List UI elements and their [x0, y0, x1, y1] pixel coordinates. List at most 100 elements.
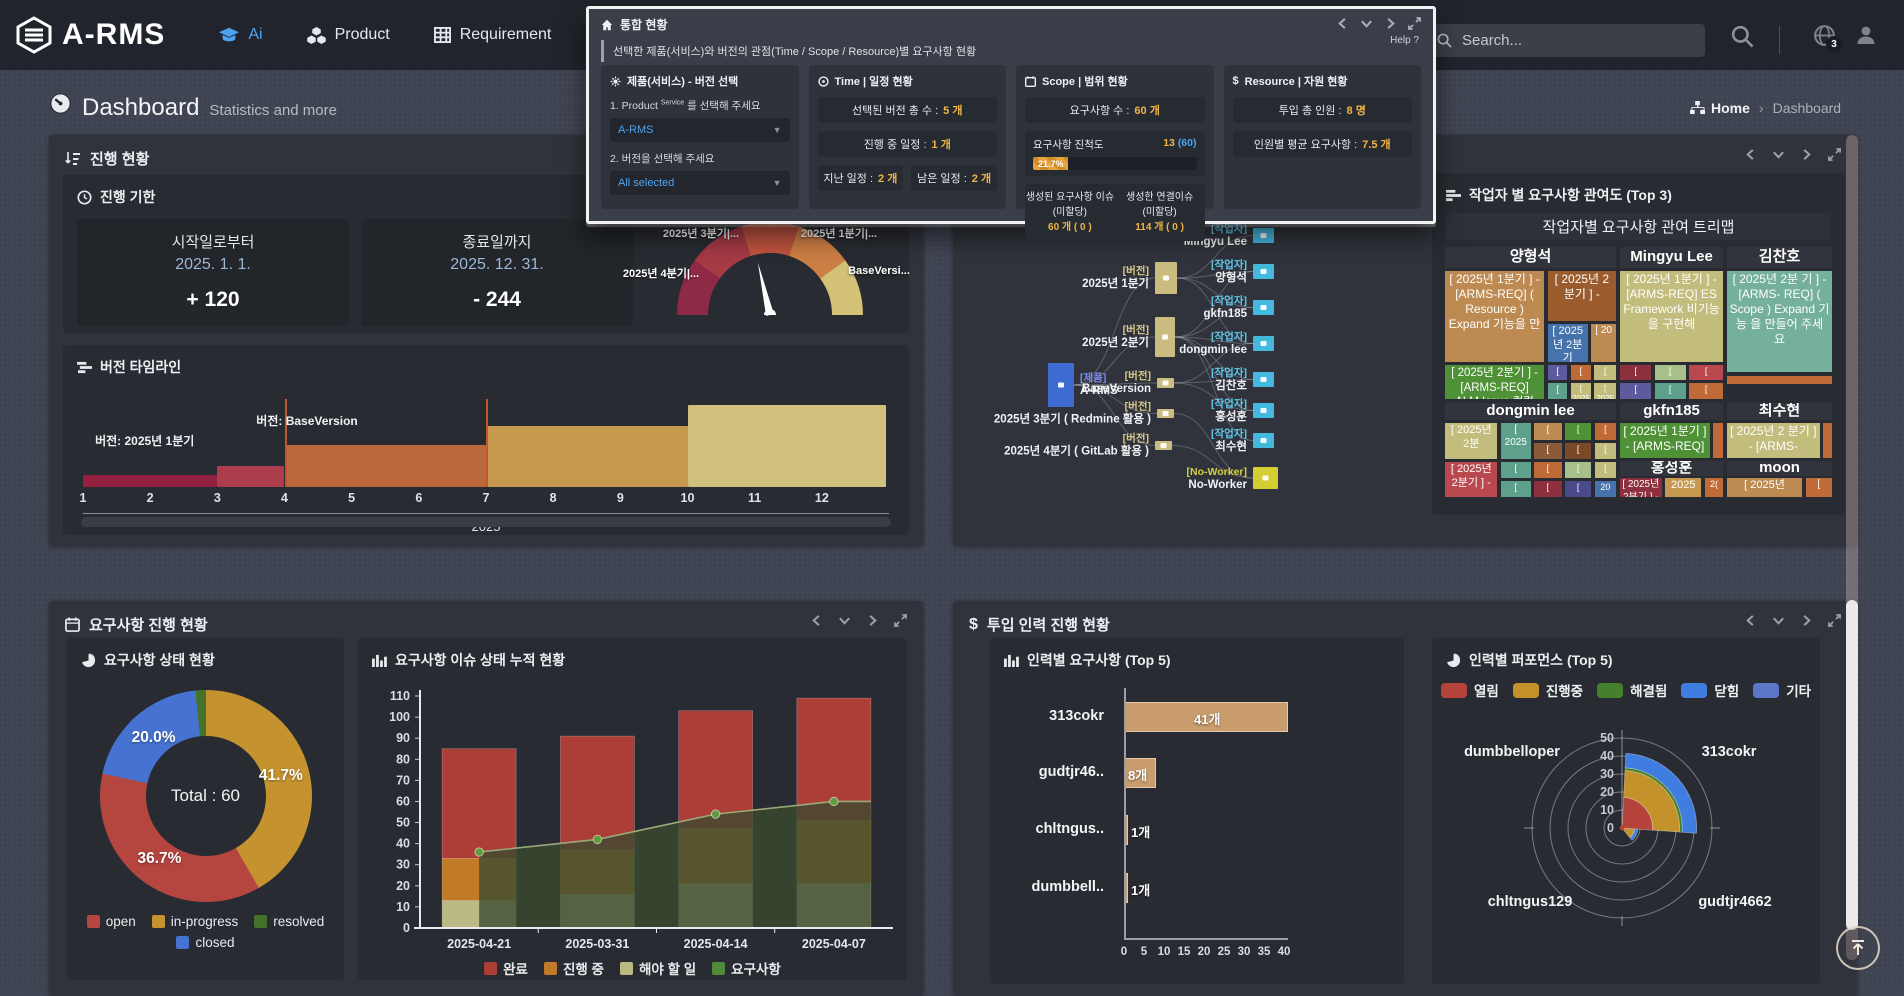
timeline-scrollbar[interactable] — [81, 517, 891, 527]
gauge-segment[interactable] — [677, 260, 720, 315]
treemap-cell[interactable]: [ — [1570, 364, 1592, 381]
relation-network-chart[interactable]: [제품]A-RMS[버전]2025년 1분기[버전]2025년 2분기[버전]B… — [959, 159, 1419, 539]
expand-icon[interactable] — [1828, 614, 1841, 627]
treemap-cell[interactable]: [ 2025년 — [1726, 477, 1804, 498]
treemap-cell[interactable]: [ — [1564, 422, 1593, 441]
nav-item-product[interactable]: Product — [306, 26, 390, 44]
legend-item[interactable]: 닫힘 — [1681, 680, 1739, 700]
treemap-cell[interactable]: [ 2025년 1분기 ] - [ARMS-REQ] ( Resource ) … — [1444, 269, 1546, 364]
legend-item[interactable]: resolved — [254, 914, 324, 929]
treemap-cell[interactable]: 2( — [1703, 477, 1725, 498]
version-select[interactable]: All selected ▼ — [610, 171, 790, 195]
stacked-bar-segment[interactable] — [441, 748, 517, 859]
treemap-cell[interactable]: [ 2025년 2분기 ] - — [1619, 477, 1663, 498]
expand-icon[interactable] — [1828, 148, 1841, 161]
legend-item[interactable]: 열림 — [1440, 680, 1499, 700]
gauge-segment[interactable] — [820, 260, 863, 315]
version-timeline-chart[interactable]: 버전: 2025년 1분기 버전: BaseVersion — [83, 391, 889, 487]
legend-item[interactable]: in-progress — [151, 914, 238, 929]
treemap-cell[interactable]: [ — [1593, 422, 1618, 441]
issue-stacked-chart[interactable]: 0 10 20 30 40 50 60 70 80 90 100 110 2025-04-21 2025-… — [358, 676, 907, 958]
timeline-bar[interactable] — [83, 475, 218, 487]
treemap-cell[interactable]: [ — [1593, 364, 1618, 381]
app-logo[interactable]: A-RMS — [16, 16, 165, 54]
status-donut-chart[interactable]: Total : 60 41.7% 36.7% 20.0% — [99, 690, 312, 902]
stacked-bar-segment[interactable] — [678, 710, 753, 830]
search-input[interactable] — [1460, 31, 1695, 50]
treemap-cell[interactable]: [ — [1500, 461, 1532, 480]
treemap-cell[interactable]: [ 2025년 2분 기 ] - [ARMS- REQ] ( Scope ) E… — [1726, 269, 1833, 374]
treemap-cell[interactable]: 20 — [1593, 480, 1618, 498]
treemap-cell[interactable]: [ 2025년 2분 — [1444, 422, 1499, 461]
chevron-left-icon[interactable] — [1744, 614, 1757, 627]
treemap-cell[interactable]: [ 2025년 2 분기 ] - — [1546, 269, 1618, 322]
chevron-down-icon[interactable] — [1772, 148, 1785, 161]
treemap-cell[interactable]: [ — [1619, 382, 1653, 400]
treemap-cell[interactable]: [ — [1533, 461, 1563, 480]
treemap-cell[interactable]: [ — [1619, 364, 1653, 381]
treemap-cell[interactable]: [ 2025년 1분기 ] - [ARMS-REQ] — [1619, 422, 1711, 459]
nav-item-requirement[interactable]: Requirement — [433, 26, 551, 44]
expand-icon[interactable] — [894, 614, 907, 627]
legend-item[interactable]: 요구사항 — [712, 958, 781, 978]
polar-wedge-segment[interactable] — [1629, 828, 1639, 841]
modal-help-link[interactable]: Help ? — [1390, 35, 1419, 46]
chevron-left-icon[interactable] — [1744, 148, 1757, 161]
treemap-cell[interactable] — [1726, 374, 1833, 385]
scroll-to-top-button[interactable] — [1836, 926, 1880, 970]
chevron-down-icon[interactable] — [1772, 614, 1785, 627]
treemap-cell[interactable]: [ 2025년 2분기 ] - — [1444, 461, 1499, 498]
chevron-down-icon[interactable] — [838, 614, 851, 627]
treemap-cell[interactable]: [ 2025년 1분기 ] - [ARMS-REQ] ES Framework … — [1619, 269, 1725, 364]
treemap-cell[interactable] — [1822, 422, 1833, 459]
polar-wedge-segment[interactable] — [1621, 827, 1635, 839]
legend-item[interactable]: open — [86, 914, 136, 929]
chevron-left-icon[interactable] — [1336, 17, 1349, 30]
legend-item[interactable]: 해야 할 일 — [619, 958, 696, 978]
chevron-left-icon[interactable] — [810, 614, 823, 627]
notifications-globe-icon[interactable]: 3 — [1812, 23, 1842, 52]
treemap-cell[interactable]: [ — [1564, 441, 1593, 461]
product-select[interactable]: A-RMS ▼ — [610, 118, 790, 142]
legend-item[interactable]: 기타 — [1753, 680, 1811, 700]
treemap-cell[interactable]: [ — [1564, 480, 1593, 498]
chevron-right-icon[interactable] — [1800, 614, 1813, 627]
treemap-cell[interactable]: [ — [1564, 461, 1593, 480]
legend-item[interactable]: 진행 중 — [543, 958, 604, 978]
chevron-right-icon[interactable] — [866, 614, 879, 627]
expand-icon[interactable] — [1408, 17, 1421, 30]
chevron-right-icon[interactable] — [1384, 17, 1397, 30]
treemap-cell[interactable]: [ 2025년 2 분기 ] - [ARMS- — [1726, 422, 1821, 459]
performance-polar-chart[interactable]: 0 10 20 30 40 50 dumbbelloper 313cokr chltngus12… — [1432, 700, 1820, 976]
treemap-cell[interactable]: [ — [1688, 364, 1725, 381]
treemap-cell[interactable] — [1712, 422, 1724, 459]
line-point[interactable] — [829, 796, 839, 807]
treemap-cell[interactable]: [ — [1653, 382, 1687, 400]
chevron-right-icon[interactable] — [1800, 148, 1813, 161]
treemap-cell[interactable]: 2025 — [1664, 477, 1703, 498]
treemap-cell[interactable]: [ — [1533, 422, 1563, 441]
treemap-cell[interactable]: [ 20 — [1590, 322, 1618, 364]
legend-item[interactable]: closed — [176, 935, 235, 950]
treemap-cell[interactable]: [ — [1533, 480, 1563, 498]
search-submit-button[interactable] — [1731, 25, 1754, 48]
timeline-bar[interactable] — [217, 466, 285, 487]
treemap-cell[interactable]: [ — [1653, 364, 1687, 381]
treemap-cell[interactable]: [ — [1593, 441, 1618, 461]
gauge-segment[interactable] — [789, 226, 846, 279]
gauge-segment[interactable] — [694, 226, 751, 279]
timeline-bar[interactable] — [687, 405, 886, 487]
line-point[interactable] — [474, 847, 484, 857]
legend-item[interactable]: 진행중 — [1512, 680, 1583, 700]
polar-wedge-segment[interactable] — [1621, 797, 1653, 831]
treemap-cell[interactable]: [ 2025 — [1593, 382, 1618, 400]
people-requirement-bar-chart[interactable]: 313cokr 41개 gudtjr46.. 8개 chltngus.. 1개 dumbbe… — [990, 676, 1404, 976]
legend-item[interactable]: 완료 — [484, 958, 528, 978]
treemap-cell[interactable]: [ — [1688, 382, 1725, 400]
treemap-cell[interactable]: [ 2025 년 2분기 — [1546, 322, 1589, 364]
legend-item[interactable]: 해결됨 — [1597, 680, 1667, 700]
breadcrumb-home-link[interactable]: Home — [1690, 100, 1750, 116]
treemap-cell[interactable]: [ — [1593, 461, 1618, 480]
page-scrollbar-thumb[interactable] — [1846, 600, 1858, 930]
stacked-bar-segment[interactable] — [560, 735, 635, 851]
